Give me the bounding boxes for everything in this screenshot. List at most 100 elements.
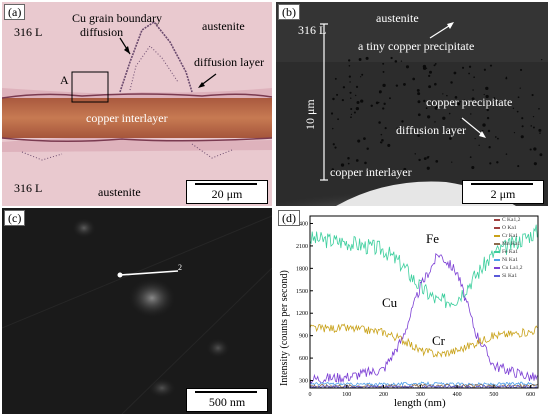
eds-line-scan-chart: 300 600 900 1200 1500 1800 2100 2400 0 100 200 300 4… bbox=[296, 215, 539, 398]
precipitate-dot bbox=[471, 97, 475, 101]
precipitate-dot bbox=[539, 132, 541, 134]
precipitate-dot bbox=[382, 83, 386, 88]
precipitate-dot bbox=[382, 107, 385, 110]
panel-a-316l-bottom: 316 L bbox=[14, 181, 43, 195]
panel-c-image bbox=[2, 208, 272, 414]
precipitate-dot bbox=[336, 93, 339, 96]
legend-item: Fe Ka1 bbox=[494, 248, 546, 256]
precipitate-dot bbox=[342, 86, 346, 89]
precipitate-dot bbox=[350, 97, 352, 99]
precipitate-dot bbox=[434, 121, 436, 123]
precipitate-dot bbox=[442, 116, 446, 120]
precipitate-dot bbox=[489, 64, 493, 67]
precipitate-dot bbox=[483, 93, 485, 96]
legend-swatch bbox=[494, 251, 500, 253]
precipitate-dot bbox=[489, 162, 492, 165]
panel-c-sem: (c) 2 500 nm bbox=[2, 208, 272, 414]
precipitate-dot bbox=[353, 111, 356, 114]
panel-c-scale-line bbox=[195, 391, 257, 393]
panel-b-316l: 316 L bbox=[298, 23, 327, 37]
precipitate-dot bbox=[355, 159, 359, 162]
precipitate-dot bbox=[379, 91, 382, 94]
precipitate-dot bbox=[442, 93, 444, 95]
precipitate-dot bbox=[355, 85, 359, 89]
precipitate-dot bbox=[461, 66, 465, 69]
panel-b-scale-line bbox=[471, 183, 533, 185]
series-line-cu bbox=[309, 253, 538, 385]
panel-b-ten-um: 10 μm bbox=[303, 99, 317, 130]
precipitate-dot bbox=[505, 77, 508, 80]
precipitate-dot bbox=[449, 137, 452, 140]
precipitate-dot bbox=[364, 161, 367, 165]
precipitate-dot bbox=[417, 92, 421, 96]
legend-swatch bbox=[494, 235, 500, 237]
precipitate-dot bbox=[396, 127, 398, 129]
precipitate-dot bbox=[488, 146, 491, 149]
panel-b-tiny-precipitate: a tiny copper precipitate bbox=[358, 39, 475, 53]
precipitate-dot bbox=[446, 94, 448, 97]
precipitate-dot bbox=[384, 127, 387, 130]
precipitate-dot bbox=[370, 104, 373, 107]
panel-b-scale-bar: 2 μm bbox=[462, 180, 544, 204]
precipitate-dot bbox=[497, 137, 499, 140]
legend-swatch bbox=[494, 267, 500, 269]
legend-label: Fe Ka1 bbox=[502, 249, 519, 255]
chart-ylabel: Intensity (counts per second) bbox=[279, 270, 290, 386]
precipitate-dot bbox=[349, 81, 351, 83]
chart-xlabel: length (nm) bbox=[394, 397, 446, 409]
precipitate-dot bbox=[496, 161, 499, 164]
precipitate-dot bbox=[448, 112, 451, 115]
panel-d-tag: (d) bbox=[278, 210, 300, 226]
precipitate-dot bbox=[513, 131, 516, 134]
precipitate-dot bbox=[417, 134, 420, 137]
panel-a-diffusion-layer: diffusion layer bbox=[194, 55, 265, 69]
panel-b-copper-precipitate: copper precipitate bbox=[426, 95, 513, 109]
precipitate-dot bbox=[394, 60, 398, 63]
precipitate-dot bbox=[337, 118, 339, 121]
precipitate-dot bbox=[423, 99, 426, 103]
precipitate-dot bbox=[519, 68, 523, 71]
x-tick-label: 100 bbox=[342, 392, 351, 398]
precipitate-dot bbox=[340, 163, 345, 167]
precipitate-dot bbox=[350, 107, 353, 111]
precipitate-dot bbox=[423, 157, 427, 160]
legend-label: C Ka1,2 bbox=[502, 217, 521, 223]
y-tick-label: 300 bbox=[299, 379, 308, 385]
precipitate-dot bbox=[494, 136, 497, 138]
precipitate-dot bbox=[349, 91, 352, 94]
panel-a-box-letter: A bbox=[60, 73, 69, 87]
precipitate-dot bbox=[347, 156, 350, 160]
precipitate-dot bbox=[468, 65, 472, 68]
precipitate-dot bbox=[332, 97, 335, 101]
legend-label: Ni Ka1 bbox=[502, 257, 519, 263]
precipitate-dot bbox=[473, 76, 475, 79]
y-tick-label: 900 bbox=[299, 334, 308, 340]
precipitate-dot bbox=[453, 71, 457, 75]
precipitate-dot bbox=[521, 117, 524, 120]
precipitate-dot bbox=[517, 96, 520, 99]
legend-swatch bbox=[494, 243, 500, 245]
panel-a-scale-bar: 20 μm bbox=[186, 180, 268, 204]
precipitate-dot bbox=[471, 165, 475, 170]
precipitate-dot bbox=[387, 143, 391, 147]
legend-swatch bbox=[494, 227, 500, 229]
precipitate-dot bbox=[354, 94, 357, 97]
y-tick-label: 2400 bbox=[296, 221, 308, 227]
precipitate-dot bbox=[355, 106, 360, 111]
panel-c-scale-text: 500 nm bbox=[208, 395, 246, 409]
y-tick-label: 1500 bbox=[296, 289, 308, 295]
precipitate-dot bbox=[486, 108, 489, 112]
precipitate-dot bbox=[425, 107, 428, 109]
panel-c-tag: (c) bbox=[4, 210, 26, 226]
precipitate-dot bbox=[435, 107, 438, 110]
legend-label: Si Ka1 bbox=[502, 273, 518, 279]
precipitate-dot bbox=[334, 77, 337, 80]
precipitate-dot bbox=[417, 113, 421, 117]
precipitate-dot bbox=[360, 76, 362, 78]
series-line-ni bbox=[309, 381, 538, 387]
precipitate-dot bbox=[350, 113, 353, 116]
precipitate-dot bbox=[516, 110, 519, 113]
y-tick-label: 600 bbox=[299, 356, 308, 362]
precipitate-dot bbox=[447, 131, 450, 134]
precipitate-dot bbox=[435, 104, 438, 107]
